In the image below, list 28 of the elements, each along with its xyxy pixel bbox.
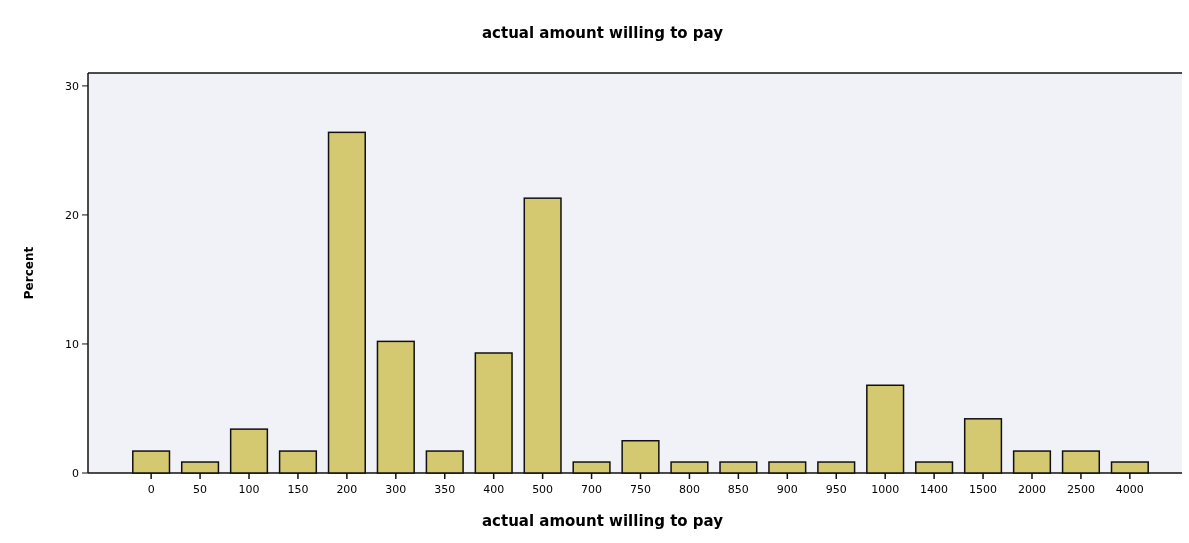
x-tick-label: 1000 bbox=[871, 483, 900, 496]
x-tick-label: 0 bbox=[147, 483, 155, 496]
x-tick-label: 850 bbox=[727, 483, 749, 496]
x-tick-label: 2500 bbox=[1066, 483, 1095, 496]
x-tick-label: 4000 bbox=[1115, 483, 1144, 496]
y-tick-label: 20 bbox=[65, 208, 79, 222]
x-tick-label: 500 bbox=[532, 483, 554, 496]
x-tick-label: 350 bbox=[434, 483, 456, 496]
x-tick-label: 50 bbox=[193, 483, 208, 496]
x-tick-label: 800 bbox=[678, 483, 700, 496]
x-tick-label: 200 bbox=[336, 483, 358, 496]
x-tick-label: 950 bbox=[825, 483, 847, 496]
y-tick-label: 0 bbox=[72, 466, 79, 480]
x-tick-label: 1500 bbox=[969, 483, 998, 496]
x-tick-label: 2000 bbox=[1017, 483, 1046, 496]
x-tick-label: 150 bbox=[287, 483, 309, 496]
x-axis-title: actual amount willing to pay bbox=[481, 512, 724, 530]
y-tick-label: 10 bbox=[65, 337, 79, 351]
y-axis-title: Percent bbox=[22, 246, 36, 300]
x-tick-label: 100 bbox=[238, 483, 260, 496]
x-tick-label: 1400 bbox=[920, 483, 949, 496]
x-tick-label: 900 bbox=[776, 483, 798, 496]
x-tick-label: 700 bbox=[581, 483, 603, 496]
chart-title: actual amount willing to pay bbox=[481, 24, 724, 42]
x-tick-label: 300 bbox=[385, 483, 407, 496]
x-tick-label: 750 bbox=[630, 483, 651, 496]
x-tick-label: 400 bbox=[483, 483, 505, 496]
y-tick-label: 30 bbox=[65, 79, 79, 93]
